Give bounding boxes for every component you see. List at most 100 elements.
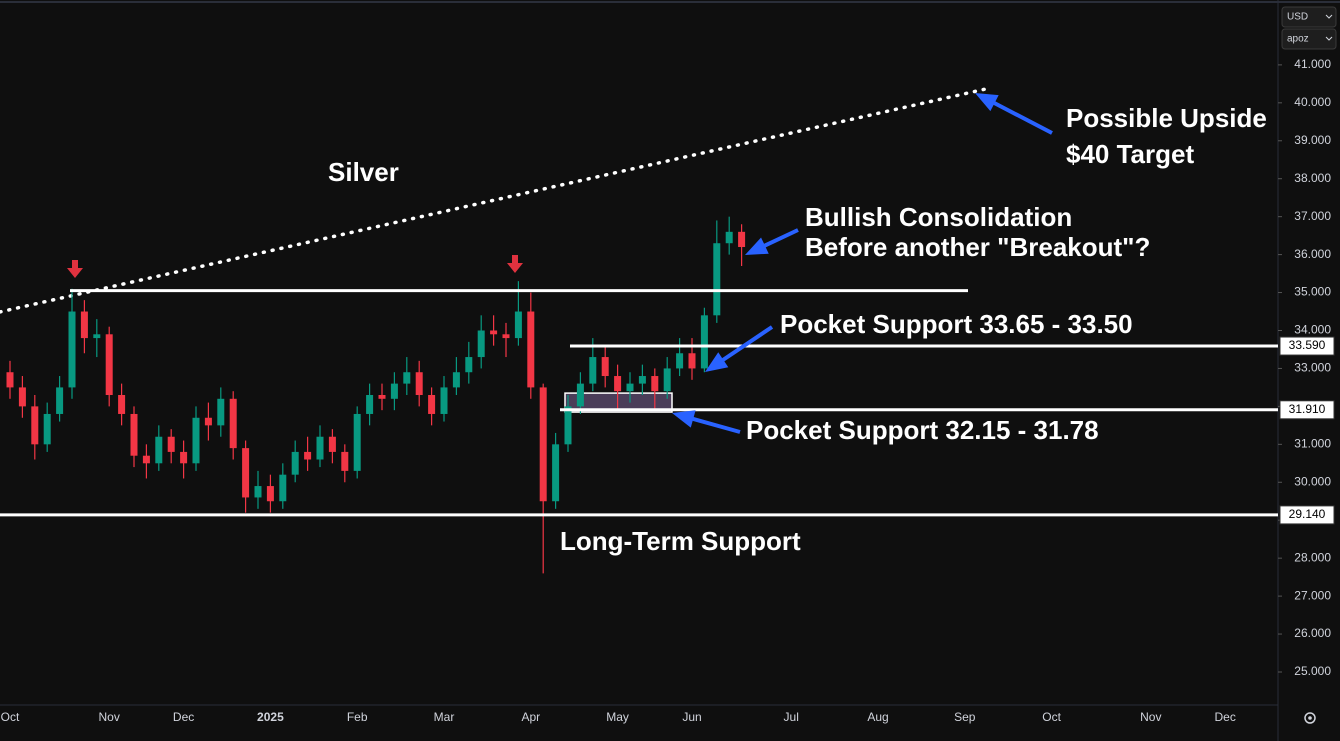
red-arrow: [67, 260, 83, 278]
candle-body: [688, 353, 696, 369]
annotation: Pocket Support 32.15 - 31.78: [746, 415, 1099, 445]
candle-body: [56, 387, 64, 414]
candle-body: [192, 417, 200, 464]
candle-body: [713, 243, 721, 316]
candle-body: [353, 413, 361, 471]
blue-arrow: [975, 93, 1053, 135]
candle-body: [502, 334, 510, 339]
x-tick-label: Oct: [1042, 710, 1061, 724]
candle-body: [93, 334, 101, 339]
candle-body: [700, 315, 708, 369]
candle-body: [229, 398, 237, 449]
price-label: 31.910: [1289, 402, 1326, 416]
x-tick-label: Mar: [434, 710, 455, 724]
candle-body: [589, 357, 597, 384]
y-tick-label: 27.000: [1294, 588, 1331, 602]
price-label-box: [1279, 336, 1335, 356]
candle-body: [663, 368, 671, 392]
x-tick-label: Sep: [954, 710, 976, 724]
candle-body: [514, 311, 522, 339]
currency-label: USD: [1287, 12, 1308, 23]
candle-body: [18, 387, 26, 407]
candle-body: [651, 376, 659, 392]
x-tick-label: May: [606, 710, 629, 724]
trendline: [0, 86, 992, 314]
candle-body: [105, 334, 113, 395]
candle-body: [738, 231, 746, 248]
blue-arrow: [745, 228, 799, 255]
y-tick-label: 38.000: [1294, 171, 1331, 185]
candle-body: [266, 486, 274, 502]
candle-body: [43, 413, 51, 445]
candle-body: [180, 451, 188, 464]
candle-body: [576, 383, 584, 407]
x-tick-label: Nov: [1140, 710, 1161, 724]
candle-body: [31, 406, 39, 445]
y-tick-label: 28.000: [1294, 550, 1331, 564]
candle-body: [440, 387, 448, 414]
candle-body: [130, 413, 138, 456]
unit-button[interactable]: [1281, 28, 1337, 50]
candle-body: [254, 486, 262, 498]
price-label-box: [1279, 400, 1335, 420]
candle-body: [378, 394, 386, 399]
y-tick-label: 40.000: [1294, 95, 1331, 109]
annotation: $40 Target: [1066, 139, 1194, 169]
x-tick-label: Jun: [682, 710, 701, 724]
candle-body: [552, 444, 560, 502]
candle-body: [403, 372, 411, 384]
y-tick-label: 36.000: [1294, 247, 1331, 261]
candle-body: [68, 311, 76, 388]
x-tick-label: 2025: [257, 710, 284, 724]
candle-body: [539, 387, 547, 502]
candle-body: [80, 311, 88, 339]
candle-body: [6, 372, 14, 388]
candle-body: [638, 376, 646, 384]
candle-body: [291, 451, 299, 475]
price-label: 33.590: [1289, 338, 1326, 352]
candle-body: [217, 398, 225, 426]
candle-body: [725, 231, 733, 244]
candle-body: [614, 376, 622, 392]
candle-body: [142, 455, 150, 464]
annotation: Bullish Consolidation: [805, 202, 1072, 232]
candle-body: [477, 330, 485, 358]
red-arrow: [507, 255, 523, 273]
candle-body: [242, 448, 250, 498]
candle-body: [676, 353, 684, 369]
annotation: Long-Term Support: [560, 526, 801, 556]
annotation: Pocket Support 33.65 - 33.50: [780, 309, 1133, 339]
x-tick-label: Feb: [347, 710, 368, 724]
candle-body: [316, 436, 324, 460]
y-tick-label: 31.000: [1294, 436, 1331, 450]
x-tick-label: Oct: [1, 710, 20, 724]
x-tick-label: Dec: [1215, 710, 1236, 724]
candle-body: [204, 417, 212, 426]
candle-body: [564, 406, 572, 445]
annotation: Possible Upside: [1066, 103, 1267, 133]
candle-body: [527, 311, 535, 388]
candle-body: [415, 372, 423, 395]
candle-body: [452, 372, 460, 388]
blue-arrow: [705, 325, 774, 372]
candle-body: [601, 357, 609, 377]
y-tick-label: 25.000: [1294, 664, 1331, 678]
price-label-box: [1279, 505, 1335, 525]
support-zone: [564, 392, 673, 413]
x-tick-label: Apr: [521, 710, 540, 724]
x-tick-label: Dec: [173, 710, 194, 724]
y-tick-label: 41.000: [1294, 57, 1331, 71]
candle-body: [279, 474, 287, 502]
x-tick-label: Jul: [784, 710, 799, 724]
y-tick-label: 35.000: [1294, 285, 1331, 299]
y-tick-label: 39.000: [1294, 133, 1331, 147]
candle-body: [390, 383, 398, 399]
currency-button[interactable]: [1281, 6, 1337, 28]
candle-body: [490, 330, 498, 335]
settings-icon[interactable]: [1304, 712, 1316, 724]
candle-body: [304, 451, 312, 460]
dropdown-icons: [1325, 14, 1333, 41]
price-label: 29.140: [1289, 507, 1326, 521]
y-tick-label: 33.000: [1294, 361, 1331, 375]
annotation: Silver: [328, 157, 399, 187]
